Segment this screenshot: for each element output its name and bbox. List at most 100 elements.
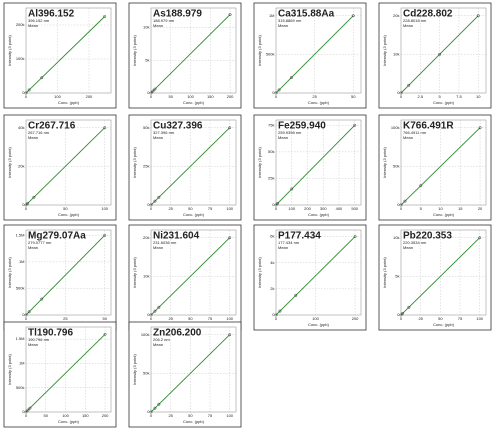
chart-panel: 0 20k 40k 0 50 100 Conc. (ppb) Intensity (3 poi… xyxy=(3,114,117,221)
x-tick-label: 25 xyxy=(168,206,173,211)
calibration-point xyxy=(478,126,482,130)
calibration-point xyxy=(401,312,405,315)
x-tick-label: 100 xyxy=(54,94,61,99)
y-tick-label: 100k xyxy=(141,332,150,337)
x-tick-label: 100 xyxy=(288,206,295,211)
calibration-point xyxy=(419,184,423,188)
x-tick-label: 200 xyxy=(352,316,359,321)
x-tick-label: 0 xyxy=(150,413,153,418)
y-tick-label: 5k xyxy=(145,57,149,62)
y-tick-label: 2k xyxy=(270,286,274,291)
x-axis-label: Conc. (ppb) xyxy=(308,322,330,327)
chart-note: Mean xyxy=(403,135,413,140)
y-tick-label: 0 xyxy=(272,312,275,317)
y-axis-label: Intensity (3 point) xyxy=(132,353,137,384)
y-tick-label: 20k xyxy=(18,163,24,168)
x-tick-label: 0 xyxy=(25,94,28,99)
calibration-point xyxy=(40,297,44,301)
chart-title: Ca315.88Aa xyxy=(278,9,335,20)
y-tick-label: 10k xyxy=(393,51,399,56)
calibration-point xyxy=(399,203,403,207)
chart-subtitle: 396.152 nm xyxy=(28,18,50,23)
calibration-point xyxy=(103,233,107,237)
chart-note: Mean xyxy=(403,23,413,28)
y-tick-label: 20k xyxy=(143,235,149,240)
calibration-point xyxy=(228,126,232,130)
y-tick-label: 0 xyxy=(22,202,25,207)
calibration-point xyxy=(478,236,482,240)
y-tick-label: 0 xyxy=(272,202,275,207)
x-tick-label: 75 xyxy=(458,316,463,321)
calibration-point xyxy=(277,88,281,92)
calibration-point xyxy=(24,313,28,317)
y-tick-label: 0 xyxy=(397,312,400,317)
x-tick-label: 100 xyxy=(187,94,194,99)
calibration-point xyxy=(274,203,278,207)
y-axis-label: Intensity (3 point) xyxy=(7,146,12,177)
chart-panel: 0 25k 50k 0 25 50 75 100 Conc. (ppb) Intensity (3… xyxy=(128,114,242,221)
x-tick-label: 15 xyxy=(458,206,463,211)
x-axis-label: Conc. (ppb) xyxy=(58,212,80,217)
x-tick-label: 10 xyxy=(438,206,443,211)
x-tick-label: 50 xyxy=(351,94,356,99)
y-tick-label: 40k xyxy=(18,125,24,130)
chart-title: Pb220.353 xyxy=(403,231,452,242)
x-tick-label: 100 xyxy=(226,206,233,211)
chart-panel: 0 500k 1M 1.5M 0 50 100 150 200 Conc. (ppb) Intens… xyxy=(3,321,117,428)
chart-panel: 0 100k 200k 0 100 200 Conc. (ppb) Intensity (3 … xyxy=(3,2,117,109)
calibration-point xyxy=(153,406,157,410)
chart-panel: 010k20k0255075100Conc. (ppb)Intensity (3… xyxy=(128,224,242,331)
calibration-point xyxy=(103,15,107,18)
chart-panel: 0 50k 100k 0 25 50 75 100 Conc. (ppb) Intensity (… xyxy=(128,321,242,428)
y-tick-label: 100k xyxy=(391,125,400,130)
calibration-point xyxy=(278,309,282,313)
calibration-point xyxy=(151,89,155,93)
y-tick-label: 0 xyxy=(147,409,150,414)
y-tick-label: 10k xyxy=(143,273,149,278)
calibration-point xyxy=(228,236,232,240)
x-tick-label: 100 xyxy=(312,316,319,321)
y-tick-label: 4k xyxy=(270,260,274,265)
chart-subtitle: 315.8869 nm xyxy=(278,18,302,23)
x-tick-label: 50 xyxy=(188,206,193,211)
x-tick-label: 100 xyxy=(476,316,483,321)
y-tick-label: 1M xyxy=(19,259,25,264)
x-tick-label: 200 xyxy=(304,206,311,211)
y-tick-label: 25k xyxy=(143,163,149,168)
y-tick-label: 0 xyxy=(397,202,400,207)
chart-subtitle: 220.3534 nm xyxy=(403,240,427,245)
y-tick-label: 50k xyxy=(143,125,149,130)
chart-title: Cd228.802 xyxy=(403,9,453,20)
chart-note: Mean xyxy=(403,245,413,250)
x-tick-label: 5 xyxy=(439,94,442,99)
calibration-point xyxy=(407,83,411,87)
calibration-point xyxy=(149,410,153,414)
chart-subtitle: 766.4911 nm xyxy=(403,130,427,135)
x-axis-label: Conc. (ppb) xyxy=(183,100,205,105)
chart-title: Ni231.604 xyxy=(153,231,200,242)
chart-subtitle: 228.8018 nm xyxy=(403,18,427,23)
x-tick-label: 0 xyxy=(400,316,403,321)
x-tick-label: 5 xyxy=(420,206,423,211)
x-tick-label: 50 xyxy=(44,413,49,418)
x-tick-label: 0 xyxy=(275,206,278,211)
x-tick-label: 0 xyxy=(400,206,403,211)
x-tick-label: 0 xyxy=(400,94,403,99)
chart-title: Mg279.07Aa xyxy=(28,231,86,242)
x-axis-label: Conc. (ppb) xyxy=(308,100,330,105)
y-tick-label: 0 xyxy=(147,312,150,317)
x-axis-label: Conc. (ppb) xyxy=(183,212,205,217)
x-tick-label: 0 xyxy=(275,316,278,321)
fit-line xyxy=(275,236,356,316)
calibration-point xyxy=(274,91,278,95)
y-tick-label: 500k xyxy=(16,286,25,291)
x-tick-label: 50 xyxy=(188,316,193,321)
x-tick-label: 7.5 xyxy=(456,94,462,99)
calibration-point xyxy=(149,203,153,207)
calibration-point xyxy=(103,126,107,130)
calibration-point xyxy=(40,76,44,80)
y-axis-label: Intensity (3 point) xyxy=(7,353,12,384)
chart-panel: 0 25k 50k 75k 0 100 200 300 400 500 Conc. (ppb) Int… xyxy=(253,114,367,221)
x-tick-label: 50 xyxy=(102,316,107,321)
